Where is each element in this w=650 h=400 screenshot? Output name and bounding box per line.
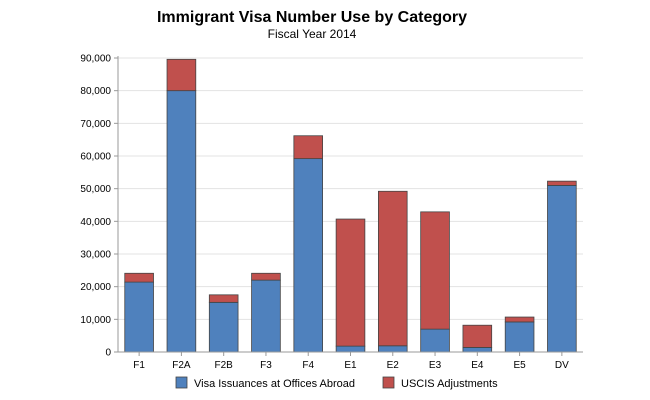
bar-e3-visa-issuances-at-offices-abroad xyxy=(420,328,450,353)
x-tick-label-f4: F4 xyxy=(302,360,314,371)
chart-title: Immigrant Visa Number Use by Category xyxy=(157,9,467,26)
y-tick-label: 90,000 xyxy=(80,54,111,65)
bar-f3-uscis-adjustments xyxy=(251,272,281,281)
y-tick-label: 60,000 xyxy=(80,152,111,163)
legend: Visa Issuances at Offices Abroad USCIS Ad… xyxy=(175,376,498,390)
legend-swatch-uscis-adjustments xyxy=(382,376,395,389)
y-tick-label: 40,000 xyxy=(80,217,111,228)
bar-e4-uscis-adjustments xyxy=(462,324,493,348)
bar-f1-visa-issuances-at-offices-abroad xyxy=(124,281,154,353)
legend-swatch-visa-issuances-at-offices-abroad xyxy=(175,376,188,389)
bar-e1-uscis-adjustments xyxy=(335,218,366,347)
y-tick-label: 80,000 xyxy=(80,86,111,97)
bar-e5-uscis-adjustments xyxy=(504,316,535,323)
x-tick-label-f2b: F2B xyxy=(215,360,234,371)
bar-f4-visa-issuances-at-offices-abroad xyxy=(293,158,324,353)
bar-f2a-uscis-adjustments xyxy=(166,58,197,92)
y-tick-label: 30,000 xyxy=(80,250,111,261)
y-tick-label: 70,000 xyxy=(80,119,111,130)
bar-e2-visa-issuances-at-offices-abroad xyxy=(377,345,408,353)
y-tick-label: 0 xyxy=(105,348,111,359)
bar-e5-visa-issuances-at-offices-abroad xyxy=(504,321,535,353)
x-tick-label-e4: E4 xyxy=(471,360,484,371)
x-tick-label-e1: E1 xyxy=(344,360,357,371)
bar-f1-uscis-adjustments xyxy=(124,272,154,283)
y-tick-label: 10,000 xyxy=(80,315,111,326)
bar-e4-visa-issuances-at-offices-abroad xyxy=(462,347,493,353)
x-tick-label-e3: E3 xyxy=(429,360,442,371)
bar-f2a-visa-issuances-at-offices-abroad xyxy=(166,90,197,353)
x-tick-label-dv: DV xyxy=(555,360,569,371)
x-tick-label-f3: F3 xyxy=(260,360,272,371)
bar-e1-visa-issuances-at-offices-abroad xyxy=(335,345,366,353)
y-tick-label: 50,000 xyxy=(80,184,111,195)
axis-layer: 0 10,000 20,000 30,000 40,000 50,000 60,000 70,… xyxy=(80,54,583,371)
x-tick-label-e2: E2 xyxy=(387,360,400,371)
x-tick-label-f2a: F2A xyxy=(172,360,191,371)
bars-layer xyxy=(124,58,577,353)
bar-f4-uscis-adjustments xyxy=(293,135,324,160)
bar-e2-uscis-adjustments xyxy=(377,190,408,347)
bar-dv-uscis-adjustments xyxy=(547,180,577,186)
bar-f3-visa-issuances-at-offices-abroad xyxy=(251,279,281,353)
bar-f2b-visa-issuances-at-offices-abroad xyxy=(208,301,239,353)
chart-subtitle: Fiscal Year 2014 xyxy=(268,27,357,41)
x-tick-label-f1: F1 xyxy=(133,360,145,371)
bar-f2b-uscis-adjustments xyxy=(208,294,239,303)
x-tick-label-e5: E5 xyxy=(513,360,526,371)
legend-label-uscis-adjustments: USCIS Adjustments xyxy=(401,378,498,390)
bar-dv-visa-issuances-at-offices-abroad xyxy=(547,184,577,353)
y-tick-label: 20,000 xyxy=(80,282,111,293)
legend-label-visa-issuances-at-offices-abroad: Visa Issuances at Offices Abroad xyxy=(194,378,355,390)
bar-e3-uscis-adjustments xyxy=(420,211,450,330)
